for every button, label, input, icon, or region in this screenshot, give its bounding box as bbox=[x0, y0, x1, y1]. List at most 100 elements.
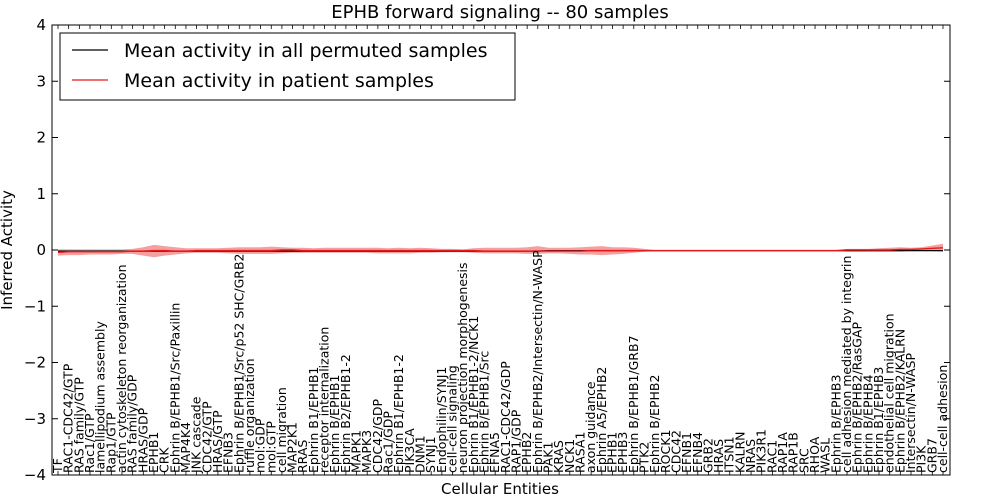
category-label: Ephrin B/EPHB1/GRB7 bbox=[626, 335, 641, 473]
category-label: PAK1 bbox=[540, 442, 555, 473]
category-label: HRAS/GDP bbox=[135, 407, 150, 473]
y-tick-label: 1 bbox=[36, 185, 46, 203]
y-tick-label: 4 bbox=[36, 16, 46, 34]
category-label: SRC bbox=[796, 448, 811, 473]
category-label: NRAS bbox=[743, 439, 758, 473]
category-label: Endophilin/SYNJ1 bbox=[434, 367, 449, 473]
series-lines-layer bbox=[57, 247, 944, 253]
category-label: NCK1 bbox=[562, 439, 577, 473]
category-label: Rac1/GTP bbox=[82, 413, 97, 473]
category-label: CDC42/GTP bbox=[199, 401, 214, 473]
y-axis: −4 −3 −2 −1 0 1 2 3 4 bbox=[24, 16, 950, 484]
category-label: RAC1-CDC42/GDP bbox=[498, 361, 513, 473]
category-label: PIK3R1 bbox=[754, 429, 769, 473]
category-label: Ephrin A5/EPHB2 bbox=[594, 367, 609, 473]
category-label: EPHB3 bbox=[615, 432, 630, 473]
y-tick-label: −3 bbox=[24, 410, 46, 428]
category-label: EPHB2 bbox=[519, 432, 534, 473]
category-label: cell-cell adhesion bbox=[935, 365, 950, 473]
category-label: ROCK1 bbox=[658, 430, 673, 473]
category-label: MAPK1 bbox=[349, 430, 364, 473]
patient-mean-line bbox=[57, 247, 944, 253]
x-axis bbox=[57, 25, 944, 475]
category-label: RAC1 bbox=[764, 440, 779, 473]
category-label: PTK2 bbox=[636, 442, 651, 473]
category-label: cell-cell signaling bbox=[445, 365, 460, 473]
category-label: GRB2 bbox=[700, 438, 715, 473]
category-label: Ephrin B/EPHB1/Src/p52 SHC/GRB2 bbox=[231, 254, 246, 474]
category-label: MAP4K4 bbox=[178, 422, 193, 473]
category-label: receptor internalization bbox=[317, 327, 332, 473]
category-label: Intersectin/N-WASP bbox=[903, 353, 918, 473]
category-label: mol:GDP bbox=[253, 418, 268, 473]
y-tick-label: 2 bbox=[36, 129, 46, 147]
legend-box bbox=[59, 32, 516, 101]
category-label: Ephrin B/EPHB1 bbox=[327, 375, 342, 473]
y-tick-label: 3 bbox=[36, 72, 46, 90]
category-label: WASL bbox=[818, 438, 833, 473]
category-label: Ephrin B/EPHB2/KALRN bbox=[892, 329, 907, 473]
category-label: Ephrin B/EPHB2/RasGAP bbox=[850, 322, 865, 473]
category-label: EFNB4 bbox=[690, 432, 705, 473]
category-label: PIK3CA bbox=[402, 428, 417, 473]
category-label: actin cytoskeleton reorganization bbox=[114, 264, 129, 473]
category-label: KRAS bbox=[551, 440, 566, 473]
category-label: KALRN bbox=[732, 431, 747, 473]
legend: Mean activity in all permuted samples Me… bbox=[59, 32, 516, 101]
category-label: RASA1 bbox=[572, 432, 587, 473]
category-label: Ephrin B1/EPHB1-2/NCK1 bbox=[466, 316, 481, 473]
x-axis-title: Cellular Entities bbox=[441, 480, 559, 498]
category-label: Ephrin B1/EPHB1 bbox=[306, 367, 321, 473]
category-label: neuron projection morphogenesis bbox=[455, 262, 470, 473]
category-label: HRAS/GTP bbox=[210, 410, 225, 473]
category-label: PI3K bbox=[914, 445, 929, 473]
y-tick-label: −2 bbox=[24, 354, 46, 372]
category-label: RAP1B bbox=[786, 432, 801, 473]
category-label: Ephrin B/EPHB4 bbox=[860, 375, 875, 473]
chart-title: EPHB forward signaling -- 80 samples bbox=[331, 2, 669, 23]
category-label: ITSN1 bbox=[722, 436, 737, 473]
category-label: JNK cascade bbox=[189, 396, 204, 474]
category-label: RAP1/GDP bbox=[508, 409, 523, 473]
category-label: Ephrin B/EPHB2/Intersectin/N-WASP bbox=[530, 250, 545, 473]
category-label: EFNB3 bbox=[221, 432, 236, 473]
category-label: cell migration bbox=[274, 387, 289, 473]
category-label: EFNB1 bbox=[679, 432, 694, 473]
category-label: Ephrin B/EPHB2 bbox=[647, 375, 662, 473]
category-label: HRAS bbox=[711, 439, 726, 473]
y-tick-label: 0 bbox=[36, 241, 46, 259]
category-label: ruffle organization bbox=[242, 358, 257, 473]
category-label: RRAS bbox=[295, 440, 310, 473]
category-label: axon guidance bbox=[583, 381, 598, 473]
category-label: mol:GTP bbox=[263, 421, 278, 473]
category-label: DNM1 bbox=[413, 435, 428, 473]
legend-label-permuted: Mean activity in all permuted samples bbox=[124, 40, 487, 62]
category-label: cell adhesion mediated by integrin bbox=[839, 256, 854, 473]
category-label: EPHB1 bbox=[146, 432, 161, 473]
category-label: endothelial cell migration bbox=[882, 313, 897, 473]
category-label: SYNJ1 bbox=[423, 436, 438, 473]
category-label: Ephrin B2/EPHB1-2 bbox=[338, 354, 353, 473]
y-tick-label: −4 bbox=[24, 466, 46, 484]
category-label: RAC1-CDC42/GTP bbox=[61, 363, 76, 473]
y-tick-label: −1 bbox=[24, 297, 46, 315]
category-label: Rap1/GTP bbox=[103, 412, 118, 473]
category-label: MAPK3 bbox=[359, 430, 374, 473]
category-label: Ephrin B/EPHB1/Src bbox=[477, 351, 492, 473]
category-label: Ephrin B/EPHB1/Src/Paxillin bbox=[167, 303, 182, 473]
category-label: Rac1/GDP bbox=[381, 411, 396, 473]
category-label: GRB7 bbox=[924, 438, 939, 473]
legend-label-patient: Mean activity in patient samples bbox=[124, 70, 434, 92]
category-label: EFNA5 bbox=[487, 432, 502, 473]
category-label: lamellipodium assembly bbox=[93, 321, 108, 473]
category-label: Ephrin B1/EPHB1-2 bbox=[391, 354, 406, 473]
category-label: RAP1A bbox=[775, 432, 790, 473]
category-label: CRK bbox=[157, 447, 172, 473]
category-label: RAS family/GTP bbox=[71, 377, 86, 473]
category-label: RHOA bbox=[807, 436, 822, 473]
y-axis-title: Inferred Activity bbox=[0, 190, 16, 310]
category-label: Ephrin B/EPHB3 bbox=[828, 375, 843, 473]
category-label: CDC42 bbox=[668, 430, 683, 473]
